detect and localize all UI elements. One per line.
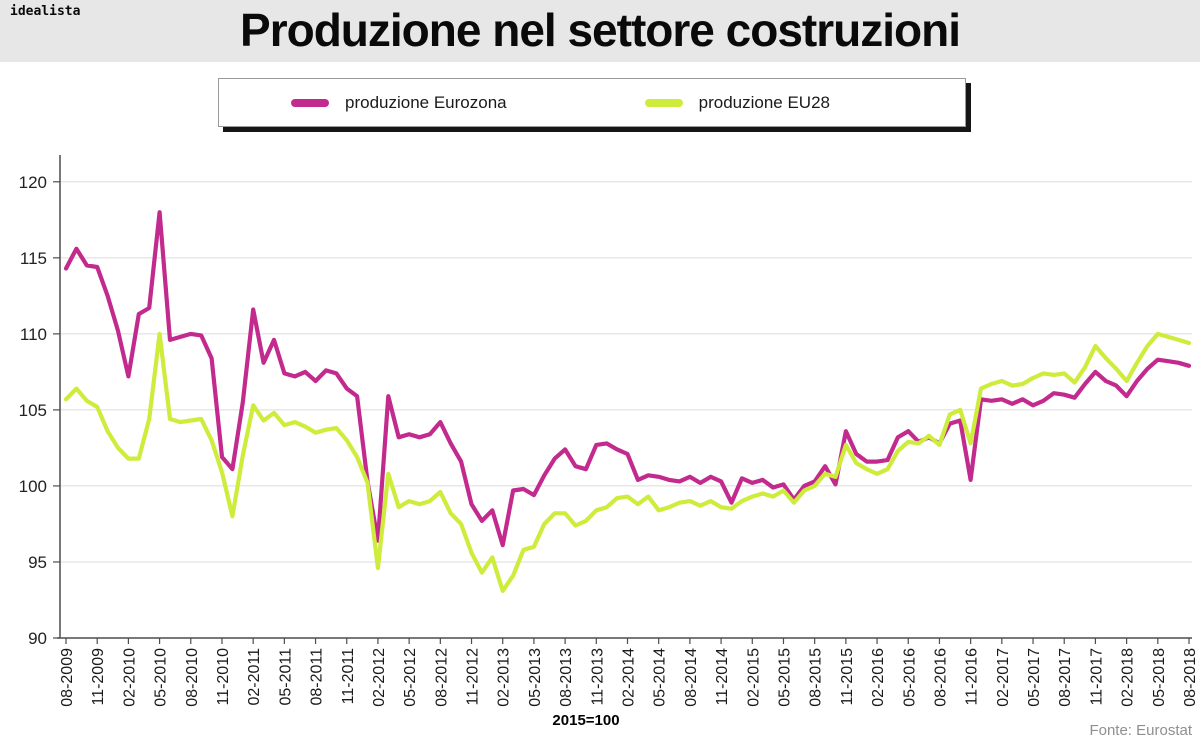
svg-text:08-2012: 08-2012 [433,648,450,707]
svg-text:08-2016: 08-2016 [932,648,949,707]
svg-text:11-2014: 11-2014 [714,648,731,706]
svg-text:08-2014: 08-2014 [683,648,700,707]
index-base-note: 2015=100 [552,712,620,729]
svg-text:11-2016: 11-2016 [964,648,981,706]
svg-text:02-2010: 02-2010 [121,648,138,707]
svg-text:05-2018: 05-2018 [1151,648,1168,707]
svg-text:02-2017: 02-2017 [995,648,1012,707]
svg-text:02-2013: 02-2013 [496,648,513,707]
idealista-logo: idealista [10,4,81,19]
svg-text:02-2015: 02-2015 [745,648,762,707]
svg-text:02-2016: 02-2016 [870,648,887,707]
svg-text:08-2011: 08-2011 [309,648,326,706]
svg-text:05-2011: 05-2011 [277,648,294,706]
svg-text:105: 105 [19,401,47,420]
legend-label-eu28: produzione EU28 [698,92,830,112]
svg-text:02-2012: 02-2012 [371,648,388,707]
legend-item-eu28: produzione EU28 [644,92,830,113]
svg-text:11-2009: 11-2009 [90,648,107,706]
svg-text:05-2010: 05-2010 [153,648,170,707]
chart-legend: produzione Eurozona produzione EU28 [218,78,966,127]
svg-text:120: 120 [19,173,47,192]
svg-text:08-2009: 08-2009 [59,648,76,707]
eurozona-line-swatch [291,98,329,107]
svg-text:11-2017: 11-2017 [1088,648,1105,706]
svg-text:05-2016: 05-2016 [901,648,918,707]
svg-text:95: 95 [28,553,47,572]
svg-text:05-2013: 05-2013 [527,648,544,707]
svg-text:08-2010: 08-2010 [184,648,201,707]
page-title: Produzione nel settore costruzioni [240,4,961,56]
svg-text:05-2017: 05-2017 [1026,648,1043,707]
legend-label-eurozona: produzione Eurozona [345,92,507,112]
svg-text:08-2017: 08-2017 [1057,648,1074,707]
svg-text:08-2018: 08-2018 [1182,648,1199,707]
svg-text:100: 100 [19,477,47,496]
svg-text:115: 115 [20,249,47,268]
svg-text:08-2015: 08-2015 [808,648,825,707]
eu28-line-swatch [644,98,683,107]
svg-text:11-2011: 11-2011 [340,648,357,704]
svg-text:11-2015: 11-2015 [839,648,856,706]
svg-text:02-2014: 02-2014 [621,648,638,707]
svg-text:90: 90 [28,629,47,648]
svg-text:05-2015: 05-2015 [777,648,794,707]
svg-text:110: 110 [20,325,47,344]
svg-text:11-2012: 11-2012 [465,648,482,706]
svg-text:05-2014: 05-2014 [652,648,669,707]
svg-text:08-2013: 08-2013 [558,648,575,707]
svg-text:02-2018: 02-2018 [1120,648,1137,707]
svg-text:02-2011: 02-2011 [246,648,263,706]
svg-text:11-2013: 11-2013 [589,648,606,706]
title-banner: idealista Produzione nel settore costruz… [0,0,1200,62]
source-credit: Fonte: Eurostat [1089,722,1192,739]
svg-text:05-2012: 05-2012 [402,648,419,707]
svg-text:11-2010: 11-2010 [215,648,232,706]
legend-item-eurozona: produzione Eurozona [291,93,507,113]
